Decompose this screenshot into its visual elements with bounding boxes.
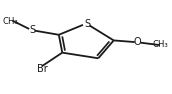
Text: Br: Br [37, 64, 48, 74]
Text: CH₃: CH₃ [153, 40, 169, 49]
Text: O: O [133, 37, 141, 47]
Text: CH₃: CH₃ [2, 17, 18, 26]
Text: S: S [84, 19, 90, 29]
Text: S: S [29, 25, 35, 35]
